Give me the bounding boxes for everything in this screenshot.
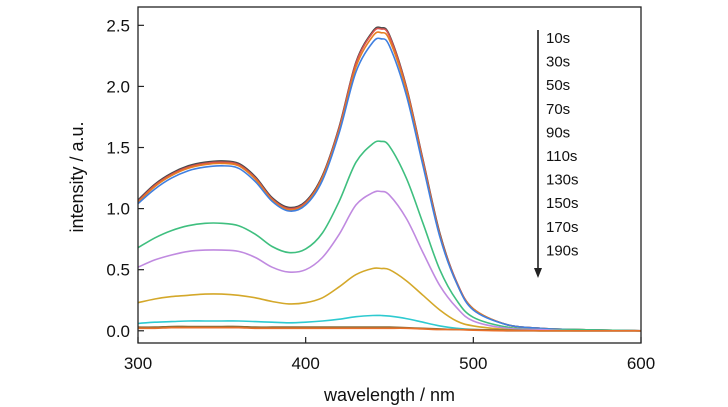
series-line-90s bbox=[137, 140, 642, 332]
x-tick-label-500: 500 bbox=[459, 354, 487, 373]
legend-label-50s: 50s bbox=[546, 77, 570, 94]
series-line-110s bbox=[137, 190, 642, 332]
y-tick-label-0.0: 0.0 bbox=[106, 322, 130, 341]
series-line-130s bbox=[137, 267, 641, 332]
y-tick-label-1.5: 1.5 bbox=[106, 139, 130, 158]
legend-label-30s: 30s bbox=[546, 54, 570, 71]
x-tick-label-300: 300 bbox=[124, 354, 152, 373]
series-layer bbox=[137, 26, 642, 332]
x-tick-label-600: 600 bbox=[627, 354, 655, 373]
legend-label-130s: 130s bbox=[546, 172, 579, 189]
y-tick-label-2.5: 2.5 bbox=[106, 16, 130, 35]
axes-layer: 300 400 500 600 0.0 0.5 1.0 1.5 2.0 2.5 bbox=[106, 6, 655, 373]
series-line-50s bbox=[137, 31, 642, 332]
legend-label-190s: 190s bbox=[546, 242, 579, 259]
legend-label-10s: 10s bbox=[546, 30, 570, 47]
series-line-70s bbox=[137, 37, 642, 332]
y-axis-title: intensity / a.u. bbox=[67, 121, 87, 232]
x-axis-title: wavelength / nm bbox=[323, 385, 455, 405]
legend-label-170s: 170s bbox=[546, 219, 579, 236]
y-tick-label-1.0: 1.0 bbox=[106, 200, 130, 219]
y-tick-label-0.5: 0.5 bbox=[106, 261, 130, 280]
legend-arrow-head bbox=[534, 268, 542, 278]
plot-frame bbox=[137, 6, 642, 344]
y-tick-label-2.0: 2.0 bbox=[106, 77, 130, 96]
legend-label-150s: 150s bbox=[546, 195, 579, 212]
legend-label-70s: 70s bbox=[546, 101, 570, 118]
series-line-190s bbox=[137, 326, 641, 332]
legend: 10s 30s 50s 70s 90s 110s 130s 150s 170s 190s bbox=[534, 30, 579, 278]
x-tick-label-400: 400 bbox=[291, 354, 319, 373]
legend-label-110s: 110s bbox=[546, 148, 577, 165]
legend-label-90s: 90s bbox=[546, 124, 570, 141]
